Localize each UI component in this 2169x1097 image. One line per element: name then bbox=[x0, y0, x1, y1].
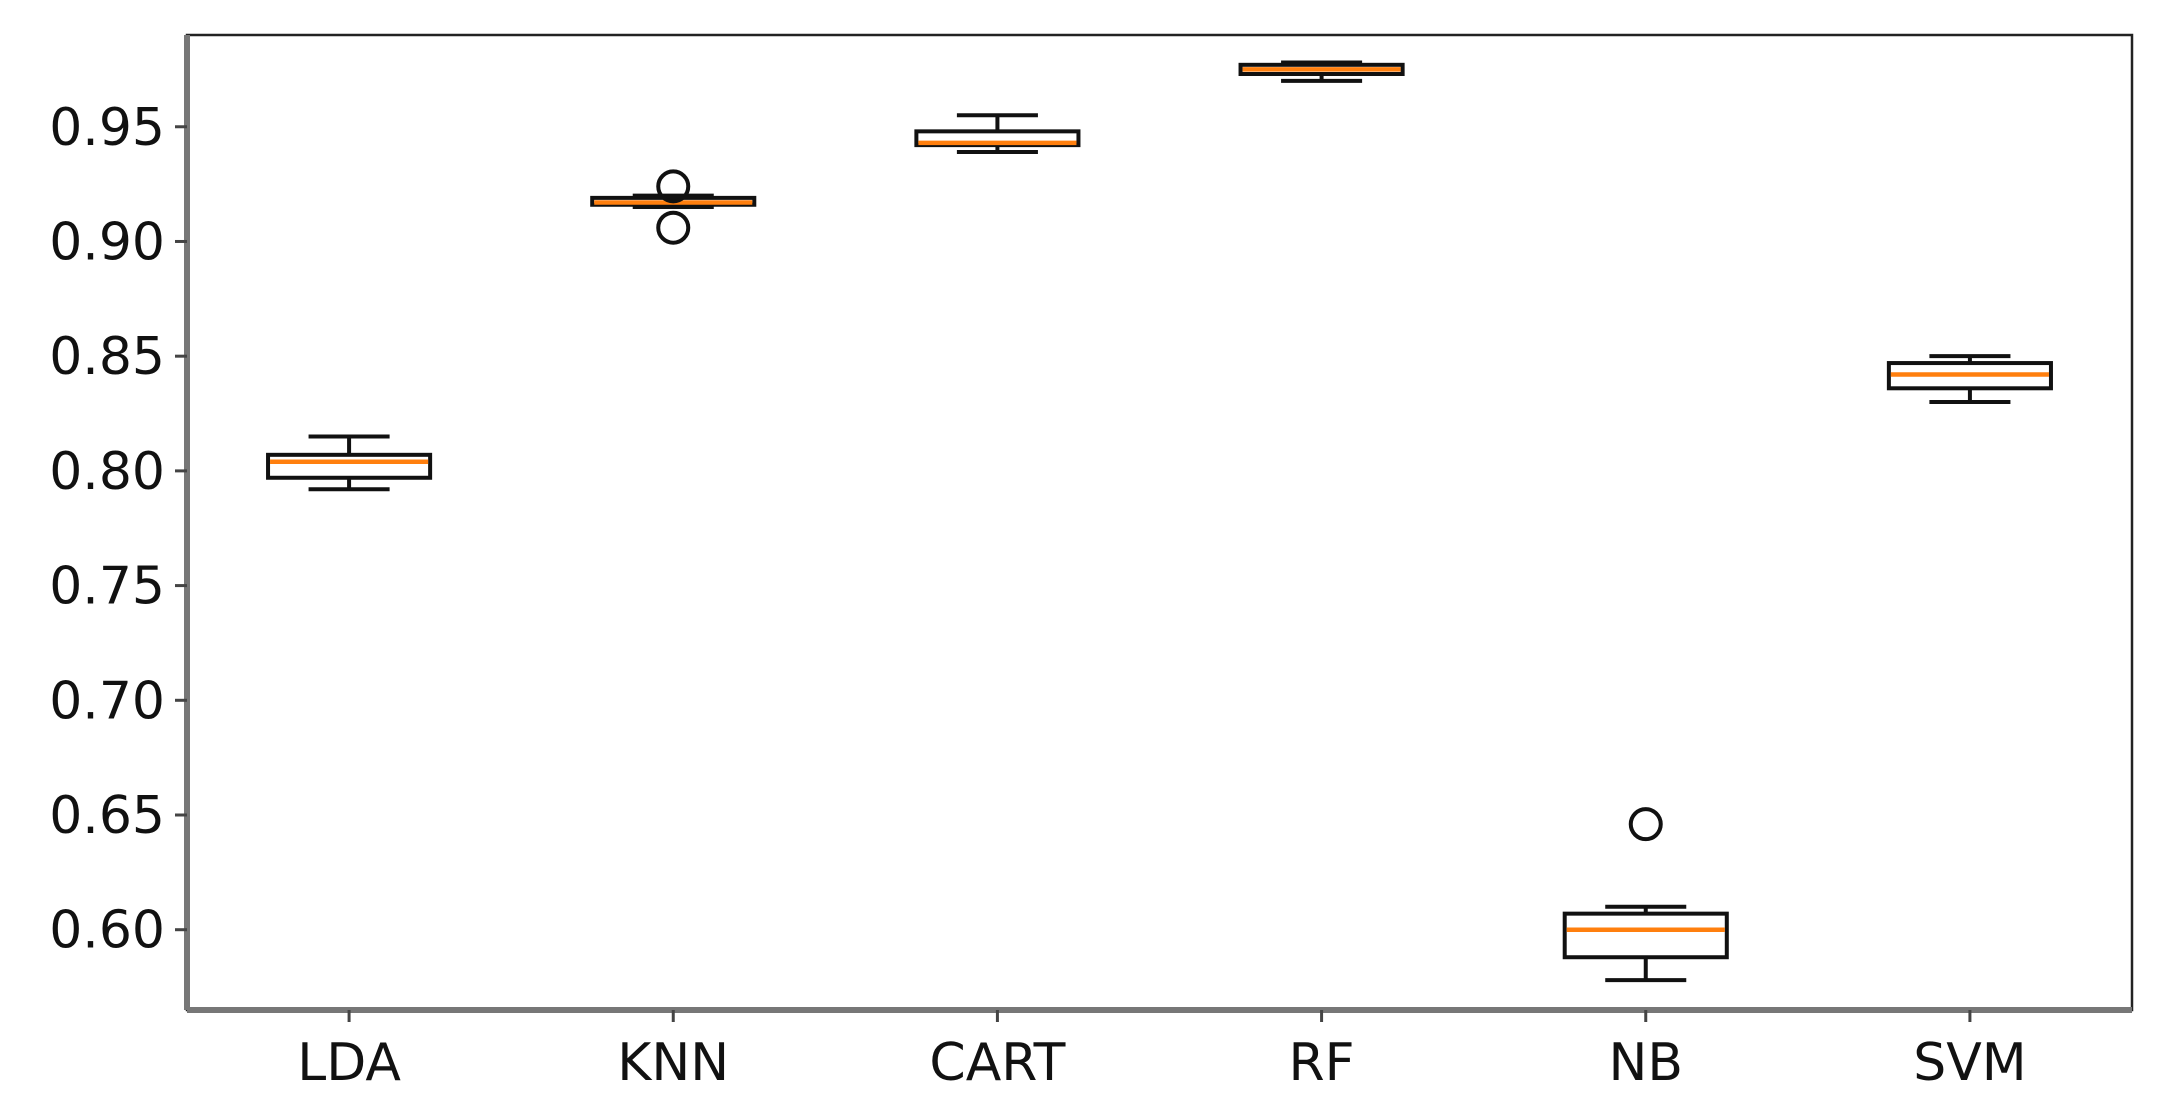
x-tick-label: SVM bbox=[1913, 1033, 2026, 1093]
plot-area: 0.60 0.65 0.70 0.75 0.80 0.85 0.90 0.95 LDA KNN CA… bbox=[49, 33, 2134, 1093]
box-nb bbox=[1562, 911, 1729, 960]
x-tick-label: KNN bbox=[617, 1033, 729, 1093]
y-tick-label: 0.90 bbox=[49, 212, 165, 272]
y-tick-label: 0.95 bbox=[49, 98, 165, 158]
outlier-knn bbox=[656, 169, 691, 204]
y-tick-label: 0.70 bbox=[49, 671, 165, 731]
y-tick-label: 0.75 bbox=[49, 557, 165, 617]
y-tick-label: 0.85 bbox=[49, 327, 165, 387]
x-tick-label: LDA bbox=[297, 1033, 401, 1093]
x-tick-label: RF bbox=[1289, 1033, 1355, 1093]
box-lda bbox=[266, 452, 433, 480]
outlier-nb bbox=[1628, 807, 1663, 842]
y-tick-label: 0.60 bbox=[49, 901, 165, 961]
x-tick-label: NB bbox=[1608, 1033, 1683, 1093]
axes-frame bbox=[185, 33, 2134, 1012]
x-tick-label: CART bbox=[929, 1033, 1065, 1093]
y-tick-label: 0.80 bbox=[49, 442, 165, 502]
outlier-knn bbox=[656, 210, 691, 245]
y-tick-label: 0.65 bbox=[49, 786, 165, 846]
